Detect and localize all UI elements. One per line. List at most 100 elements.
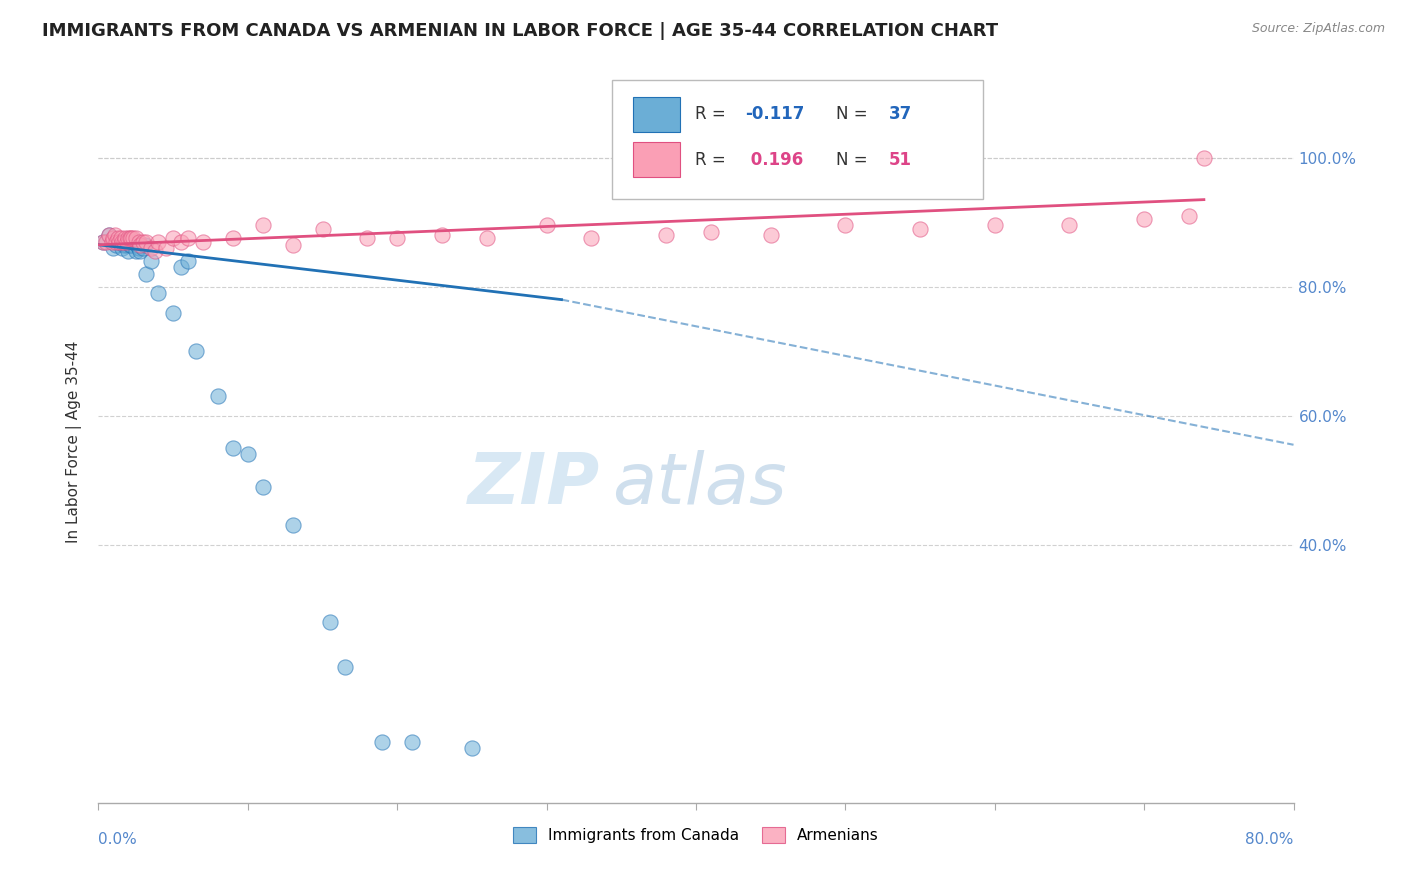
Point — [115, 237, 138, 252]
Point — [1178, 209, 1201, 223]
Point — [134, 237, 156, 252]
Point — [1133, 211, 1156, 226]
Point — [107, 231, 129, 245]
Point — [475, 231, 498, 245]
Point — [114, 235, 136, 249]
Text: 0.0%: 0.0% — [98, 831, 138, 847]
Point — [148, 235, 170, 249]
Point — [118, 237, 141, 252]
Point — [120, 231, 142, 245]
Point — [319, 615, 342, 630]
Point — [120, 237, 142, 252]
Point — [111, 235, 134, 249]
Point — [132, 241, 155, 255]
Point — [125, 231, 148, 245]
Text: 51: 51 — [889, 151, 911, 169]
Point — [207, 389, 229, 403]
Point — [536, 219, 558, 233]
Point — [97, 228, 120, 243]
Point — [103, 241, 125, 255]
Point — [103, 231, 125, 245]
Point — [333, 660, 356, 674]
Text: 0.196: 0.196 — [745, 151, 803, 169]
Point — [700, 225, 723, 239]
Point — [401, 734, 423, 748]
Point — [114, 231, 136, 245]
Point — [111, 241, 134, 255]
Text: IMMIGRANTS FROM CANADA VS ARMENIAN IN LABOR FORCE | AGE 35-44 CORRELATION CHART: IMMIGRANTS FROM CANADA VS ARMENIAN IN LA… — [42, 22, 998, 40]
Point — [117, 244, 139, 259]
FancyBboxPatch shape — [613, 80, 983, 200]
Point — [371, 734, 394, 748]
Point — [281, 237, 304, 252]
Point — [118, 231, 141, 245]
Point — [222, 441, 245, 455]
Bar — [633, 97, 681, 132]
Point — [356, 231, 378, 245]
Point — [91, 235, 114, 249]
Point — [169, 235, 191, 249]
Point — [281, 518, 304, 533]
Text: N =: N = — [835, 151, 873, 169]
Point — [236, 447, 259, 461]
Point — [94, 235, 117, 249]
Point — [129, 244, 152, 259]
Point — [135, 267, 157, 281]
Point — [128, 241, 150, 255]
Point — [759, 228, 782, 243]
Point — [105, 235, 128, 249]
Point — [105, 237, 128, 252]
Bar — [633, 143, 681, 178]
Text: Source: ZipAtlas.com: Source: ZipAtlas.com — [1251, 22, 1385, 36]
Point — [834, 219, 856, 233]
Point — [177, 231, 200, 245]
Point — [97, 228, 120, 243]
Point — [91, 235, 114, 249]
Y-axis label: In Labor Force | Age 35-44: In Labor Force | Age 35-44 — [66, 341, 83, 542]
Point — [135, 235, 157, 249]
Point — [128, 235, 150, 249]
Point — [430, 228, 453, 243]
Point — [252, 219, 274, 233]
Point — [155, 241, 177, 255]
Point — [139, 241, 162, 255]
Point — [162, 305, 184, 319]
Point — [139, 254, 162, 268]
Text: ZIP: ZIP — [468, 450, 600, 519]
Point — [1059, 219, 1081, 233]
Point — [121, 231, 143, 245]
Point — [1192, 151, 1215, 165]
Text: 80.0%: 80.0% — [1246, 831, 1294, 847]
Point — [184, 344, 207, 359]
Text: R =: R = — [695, 151, 731, 169]
Point — [101, 235, 124, 249]
Point — [143, 244, 166, 259]
Point — [127, 237, 149, 252]
Point — [115, 235, 138, 249]
Point — [110, 235, 132, 249]
Point — [110, 231, 132, 245]
Point — [112, 237, 135, 252]
Legend: Immigrants from Canada, Armenians: Immigrants from Canada, Armenians — [506, 822, 886, 849]
Point — [104, 228, 127, 243]
Point — [169, 260, 191, 275]
Point — [655, 228, 678, 243]
Point — [581, 231, 603, 245]
Text: N =: N = — [835, 105, 873, 123]
Point — [117, 231, 139, 245]
Point — [252, 480, 274, 494]
Text: atlas: atlas — [613, 450, 787, 519]
Point — [129, 237, 152, 252]
Point — [177, 254, 200, 268]
Point — [162, 231, 184, 245]
Point — [461, 741, 484, 756]
Text: 37: 37 — [889, 105, 911, 123]
Point — [107, 235, 129, 249]
Point — [311, 221, 333, 235]
Text: -0.117: -0.117 — [745, 105, 804, 123]
Point — [121, 235, 143, 249]
Point — [148, 286, 170, 301]
Point — [132, 235, 155, 249]
Point — [108, 235, 131, 249]
Point — [385, 231, 409, 245]
